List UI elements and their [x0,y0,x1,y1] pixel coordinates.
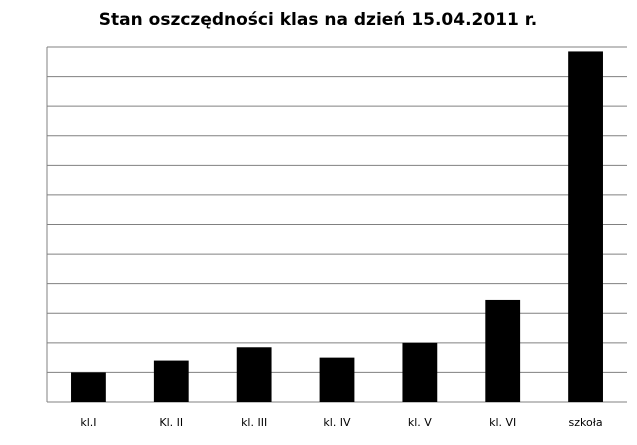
x-tick-label: kl. III [241,416,267,429]
bar [153,360,189,402]
chart-title: Stan oszczędności klas na dzień 15.04.20… [99,10,537,30]
x-tick-label: Kl. II [159,416,183,429]
bar [319,357,355,402]
bar [71,372,106,402]
bar [485,299,521,402]
x-tick-label: kl. VI [489,416,516,429]
x-tick-label: kl. V [408,416,432,429]
x-tick-label: kl. IV [323,416,351,429]
bar [236,347,272,402]
x-tick-label: kl.I [80,416,96,429]
bar [568,51,603,402]
x-tick-label: szkoła [569,416,603,429]
bar [402,342,438,402]
